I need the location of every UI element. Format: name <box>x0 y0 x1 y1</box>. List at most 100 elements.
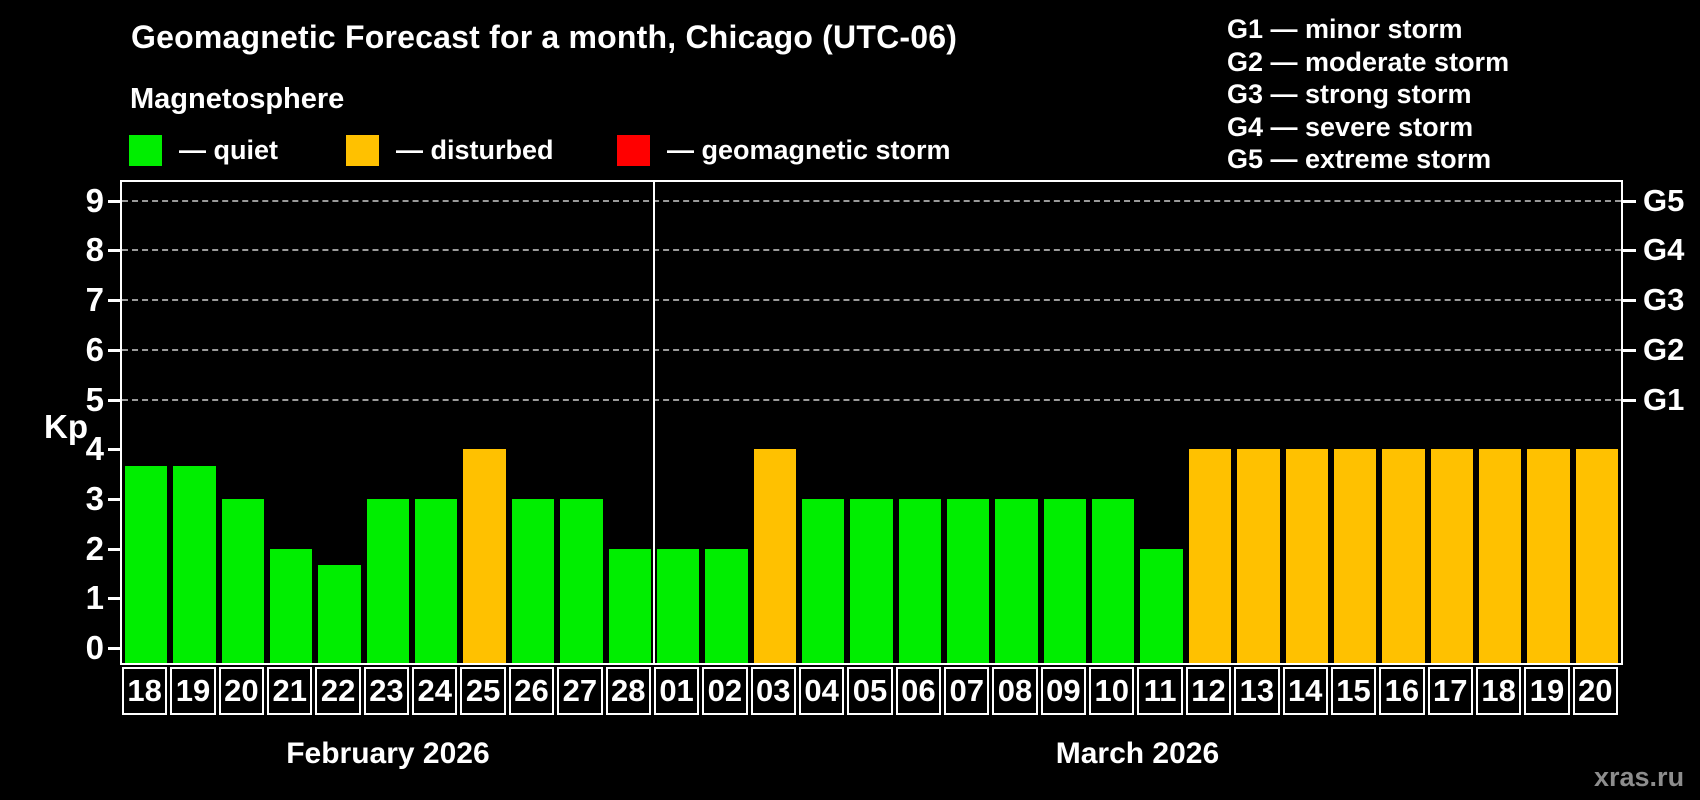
y-tick-label-kp1: 1 <box>85 579 104 617</box>
kp-bar-day-02 <box>705 548 748 663</box>
g-legend-line-g2: G2 — moderate storm <box>1227 46 1510 77</box>
kp-bar-day-20 <box>1575 449 1618 663</box>
gridline-kp8 <box>122 249 1621 252</box>
day-label-25: 25 <box>460 667 506 715</box>
day-label-28: 28 <box>605 667 651 715</box>
day-label-10: 10 <box>1089 667 1135 715</box>
kp-bar-day-04 <box>801 498 845 663</box>
chart-title: Geomagnetic Forecast for a month, Chicag… <box>131 19 958 55</box>
g-axis-label-g3: G3 <box>1643 282 1685 318</box>
month-label: March 2026 <box>1055 737 1220 770</box>
legend-item-quiet: — quiet <box>128 133 278 167</box>
day-label-09: 09 <box>1040 667 1087 715</box>
kp-bar-day-21 <box>270 548 313 663</box>
kp-bar-day-01 <box>656 548 700 663</box>
y-tick-label-kp4: 4 <box>85 430 104 468</box>
kp-bar-day-13 <box>1237 449 1280 663</box>
day-label-17: 17 <box>1427 667 1473 715</box>
g-legend-line-g1: G1 — minor storm <box>1227 14 1463 44</box>
gridline-kp9 <box>122 199 1621 202</box>
kp-bar-day-14 <box>1285 449 1328 663</box>
day-label-19: 19 <box>170 667 216 715</box>
x-axis-day-labels: 18 19 20 21 22 23 24 25 26 27 28 01 02 03 04 05 06 07 08 09… <box>120 667 1623 715</box>
day-label-15: 15 <box>1330 667 1377 715</box>
day-label-24: 24 <box>412 667 458 715</box>
day-label-20: 20 <box>218 667 265 715</box>
kp-bar-day-15 <box>1333 449 1377 663</box>
legend-label-disturbed: — disturbed <box>396 134 554 165</box>
day-label-11: 11 <box>1137 667 1183 715</box>
kp-bar-day-18 <box>1478 449 1522 663</box>
storm-color-swatch <box>616 133 651 167</box>
kp-bar-day-08 <box>995 498 1038 663</box>
legend-label-storm: — geomagnetic storm <box>667 134 951 165</box>
day-label-27: 27 <box>557 667 603 715</box>
day-label-05: 05 <box>847 667 893 715</box>
day-label-02: 02 <box>702 667 748 715</box>
month-label: February 2026 <box>286 737 490 770</box>
g-tick-g4 <box>1623 249 1636 253</box>
day-label-07: 07 <box>944 667 990 715</box>
y-tick-kp4 <box>108 448 120 452</box>
day-label-16: 16 <box>1379 667 1425 715</box>
y-tick-label-kp3: 3 <box>85 479 104 517</box>
legend-title: Magnetosphere <box>130 83 345 115</box>
kp-bar-day-07 <box>947 498 990 663</box>
y-axis-label: Kp <box>44 408 88 445</box>
y-tick-kp7 <box>108 299 120 303</box>
gridline-kp5 <box>122 398 1621 401</box>
y-tick-kp2 <box>108 547 120 551</box>
day-label-12: 12 <box>1185 667 1232 715</box>
legend-label-quiet: — quiet <box>179 134 278 165</box>
kp-bar-day-23 <box>366 498 410 663</box>
kp-bar-day-17 <box>1430 449 1473 663</box>
g-scale-legend: G1 — minor storm G2 — moderate storm G3 … <box>1227 13 1509 176</box>
g-legend-line-g3: G3 — strong storm <box>1227 79 1472 109</box>
kp-bar-day-19 <box>173 465 216 663</box>
day-label-23: 23 <box>363 667 410 715</box>
kp-bar-day-25 <box>463 449 506 663</box>
kp-bar-day-20 <box>221 498 265 663</box>
kp-bar-day-18 <box>125 465 168 663</box>
day-label-21: 21 <box>267 667 313 715</box>
watermark: xras.ru <box>1594 762 1685 792</box>
kp-bar-day-09 <box>1043 498 1087 663</box>
day-label-18: 18 <box>1475 667 1522 715</box>
quiet-color-swatch <box>128 133 163 167</box>
y-tick-kp3 <box>108 497 120 501</box>
day-label-20: 20 <box>1572 667 1618 715</box>
day-label-04: 04 <box>798 667 845 715</box>
kp-bar-day-05 <box>850 498 893 663</box>
g-legend-line-g4: G4 — severe storm <box>1227 111 1474 142</box>
g-axis-label-g5: G5 <box>1643 182 1685 218</box>
day-label-18: 18 <box>122 667 168 715</box>
y-tick-label-kp6: 6 <box>85 330 104 368</box>
kp-bar-day-22 <box>318 565 361 663</box>
month-separator-line <box>652 182 655 663</box>
day-label-03: 03 <box>750 667 796 715</box>
day-label-14: 14 <box>1282 667 1328 715</box>
y-tick-kp1 <box>108 597 120 601</box>
disturbed-color-swatch <box>345 133 380 167</box>
day-label-22: 22 <box>315 667 361 715</box>
g-axis-label-g4: G4 <box>1643 232 1685 268</box>
day-label-01: 01 <box>653 667 700 715</box>
y-tick-kp0 <box>108 647 120 650</box>
y-tick-label-kp2: 2 <box>85 529 104 567</box>
plot-area <box>120 180 1623 665</box>
y-tick-kp8 <box>108 249 120 253</box>
kp-bar-day-06 <box>898 498 942 663</box>
gridline-kp6 <box>122 348 1621 351</box>
day-label-08: 08 <box>992 667 1038 715</box>
g-tick-g3 <box>1623 299 1636 303</box>
g-legend-line-g5: G5 — extreme storm <box>1227 144 1492 174</box>
kp-bar-day-11 <box>1140 548 1183 663</box>
g-tick-g5 <box>1623 199 1636 203</box>
kp-bar-day-16 <box>1382 449 1425 663</box>
y-tick-kp9 <box>108 199 120 203</box>
g-tick-g1 <box>1623 398 1636 402</box>
legend-item-storm: — geomagnetic storm <box>616 133 951 167</box>
y-tick-kp6 <box>108 348 120 352</box>
kp-bar-day-12 <box>1188 449 1232 663</box>
